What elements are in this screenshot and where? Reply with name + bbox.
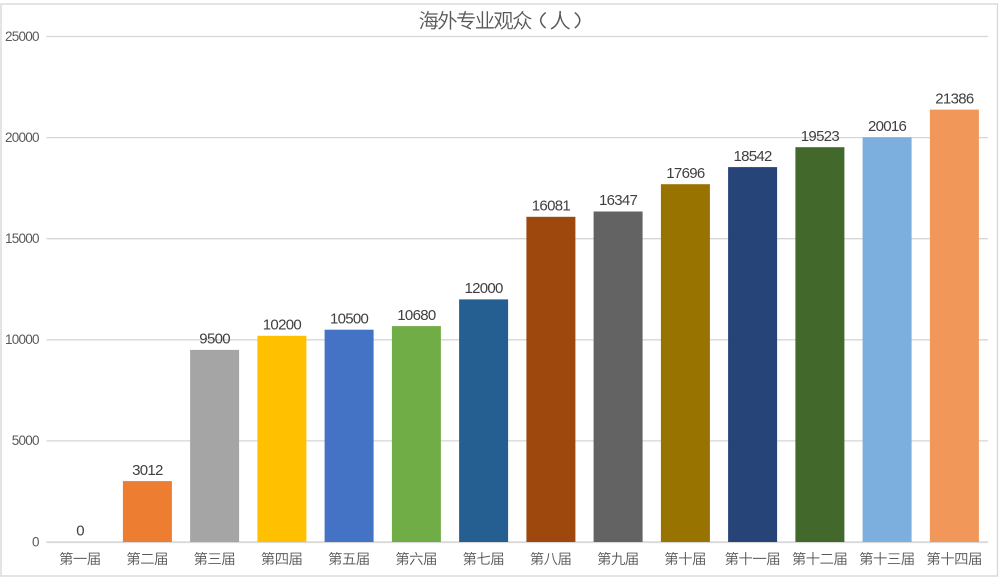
svg-text:19523: 19523 [801,128,840,145]
svg-text:20000: 20000 [5,130,39,145]
svg-text:10200: 10200 [263,317,302,334]
svg-text:25000: 25000 [5,29,39,44]
svg-text:3012: 3012 [132,462,163,479]
svg-text:12000: 12000 [464,280,503,297]
svg-text:20016: 20016 [868,118,907,135]
svg-text:10500: 10500 [330,310,369,327]
svg-text:16347: 16347 [599,192,638,209]
svg-text:10680: 10680 [397,307,436,324]
svg-text:10000: 10000 [5,332,39,347]
svg-text:16081: 16081 [532,198,571,215]
svg-text:18542: 18542 [733,148,772,165]
svg-text:15000: 15000 [5,231,39,246]
svg-text:0: 0 [76,523,84,540]
svg-text:17696: 17696 [666,165,705,182]
svg-text:9500: 9500 [199,331,230,348]
svg-text:5000: 5000 [12,433,39,448]
svg-text:21386: 21386 [935,90,974,107]
svg-text:0: 0 [32,534,39,549]
